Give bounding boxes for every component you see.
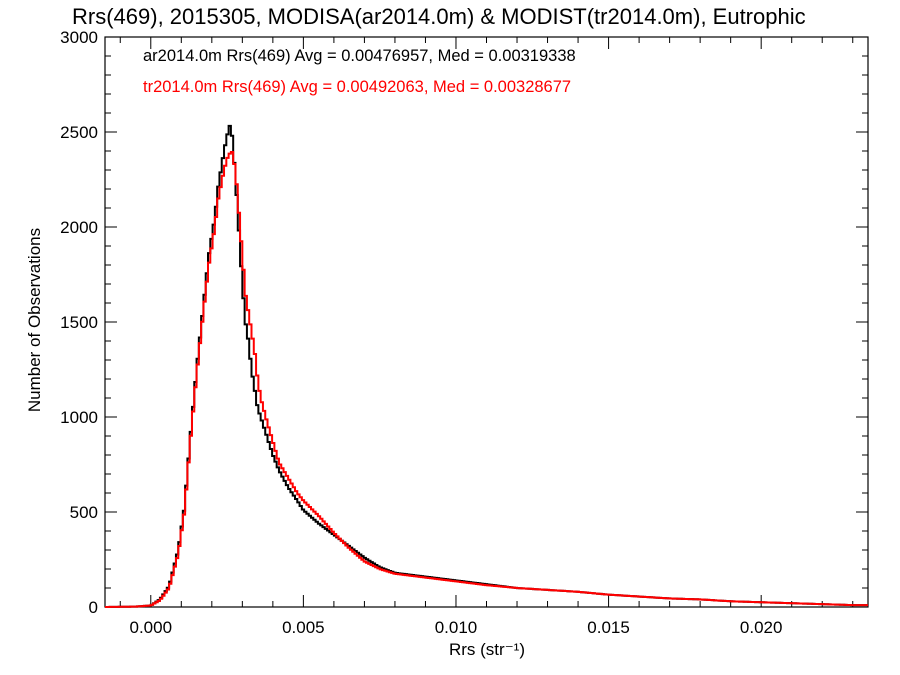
y-tick-label: 1500 xyxy=(60,313,98,332)
legend-entry-ar2014: ar2014.0m Rrs(469) Avg = 0.00476957, Med… xyxy=(143,47,576,65)
x-tick-label: 0.005 xyxy=(282,618,325,637)
y-tick-label: 2500 xyxy=(60,123,98,142)
y-axis-title: Number of Observations xyxy=(25,228,44,412)
y-tick-label: 500 xyxy=(70,503,98,522)
axes xyxy=(104,36,869,608)
plot-frame xyxy=(104,36,869,608)
x-tick-label: 0.015 xyxy=(587,618,630,637)
axis-tick-labels: 0.000 0.005 0.010 0.015 0.020 0 500 1000 1500 200… xyxy=(60,28,782,637)
x-tick-label: 0.010 xyxy=(435,618,478,637)
y-tick-label: 1000 xyxy=(60,408,98,427)
axis-ticks xyxy=(105,36,868,608)
y-tick-label: 2000 xyxy=(60,218,98,237)
y-tick-label: 3000 xyxy=(60,28,98,47)
data-series xyxy=(105,124,868,608)
chart-title: Rrs(469), 2015305, MODISA(ar2014.0m) & M… xyxy=(72,4,806,29)
x-tick-label: 0.020 xyxy=(740,618,783,637)
y-tick-label: 0 xyxy=(89,598,98,617)
x-axis-title: Rrs (str⁻¹) xyxy=(449,640,525,659)
legend-entry-tr2014: tr2014.0m Rrs(469) Avg = 0.00492063, Med… xyxy=(143,78,571,96)
series-line-tr2014.0m xyxy=(105,150,868,608)
x-tick-label: 0.000 xyxy=(130,618,173,637)
